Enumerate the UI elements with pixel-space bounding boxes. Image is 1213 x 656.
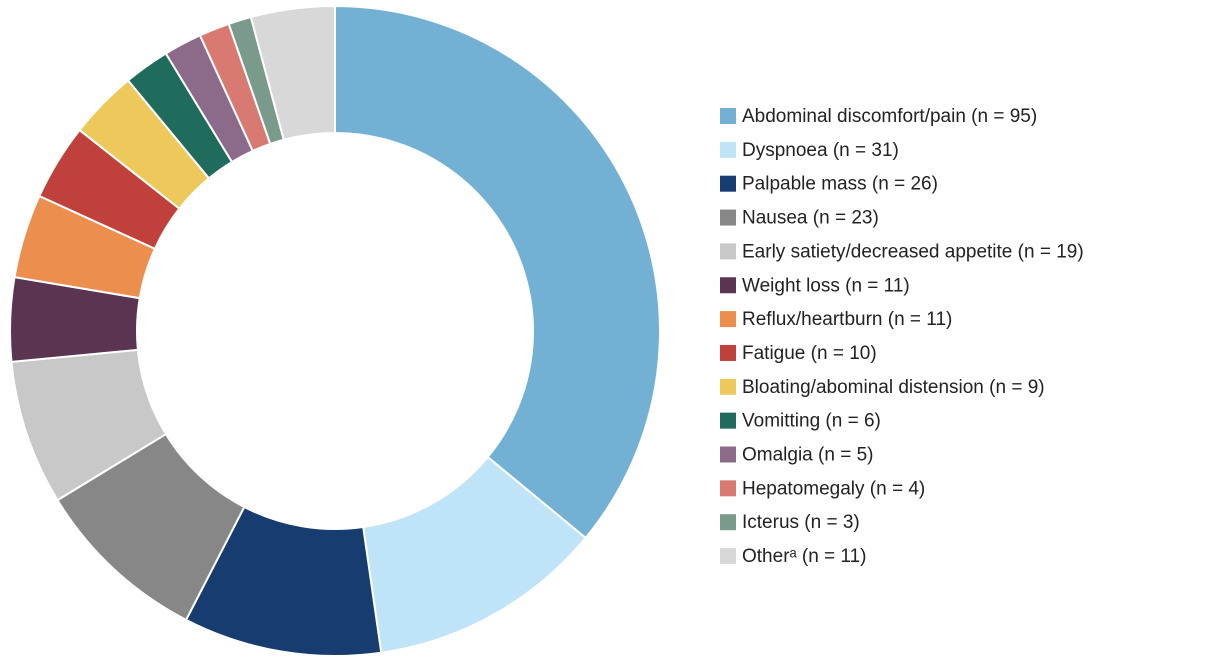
- legend-label: Dyspnoea (n = 31): [742, 140, 899, 161]
- legend-label: Hepatomegaly (n = 4): [742, 478, 925, 499]
- legend-label: Otherᵃ (n = 11): [742, 546, 866, 567]
- legend-label: Bloating/abominal distension (n = 9): [742, 377, 1045, 398]
- legend-swatch: [720, 344, 736, 361]
- legend-label: Vomitting (n = 6): [742, 411, 881, 432]
- legend-swatch: [720, 311, 736, 328]
- legend-swatch: [720, 209, 736, 226]
- legend-label: Nausea (n = 23): [742, 208, 879, 229]
- legend-swatch: [720, 175, 736, 192]
- legend-swatch: [720, 412, 736, 429]
- donut-slice: [334, 4, 661, 540]
- legend-label: Abdominal discomfort/pain (n = 95): [742, 106, 1037, 127]
- legend-swatch: [720, 277, 736, 294]
- legend-swatch: [720, 108, 736, 124]
- legend-label: Reflux/heartburn (n = 11): [742, 309, 952, 330]
- legend-label: Weight loss (n = 11): [742, 275, 910, 296]
- legend-label: Early satiety/decreased appetite (n = 19…: [742, 241, 1084, 262]
- donut-slice: [249, 4, 336, 141]
- legend-swatch: [720, 243, 736, 260]
- legend-label: Palpable mass (n = 26): [742, 174, 938, 195]
- legend-label: Icterus (n = 3): [742, 512, 860, 533]
- legend-swatch: [720, 141, 736, 158]
- legend-label: Fatigue (n = 10): [742, 343, 877, 364]
- legend-swatch: [720, 446, 736, 463]
- legend-swatch: [720, 480, 736, 497]
- legend-swatch: [720, 514, 736, 531]
- legend-swatch: [720, 378, 736, 395]
- legend-label: Omalgia (n = 5): [742, 445, 873, 466]
- legend-swatch: [720, 548, 736, 565]
